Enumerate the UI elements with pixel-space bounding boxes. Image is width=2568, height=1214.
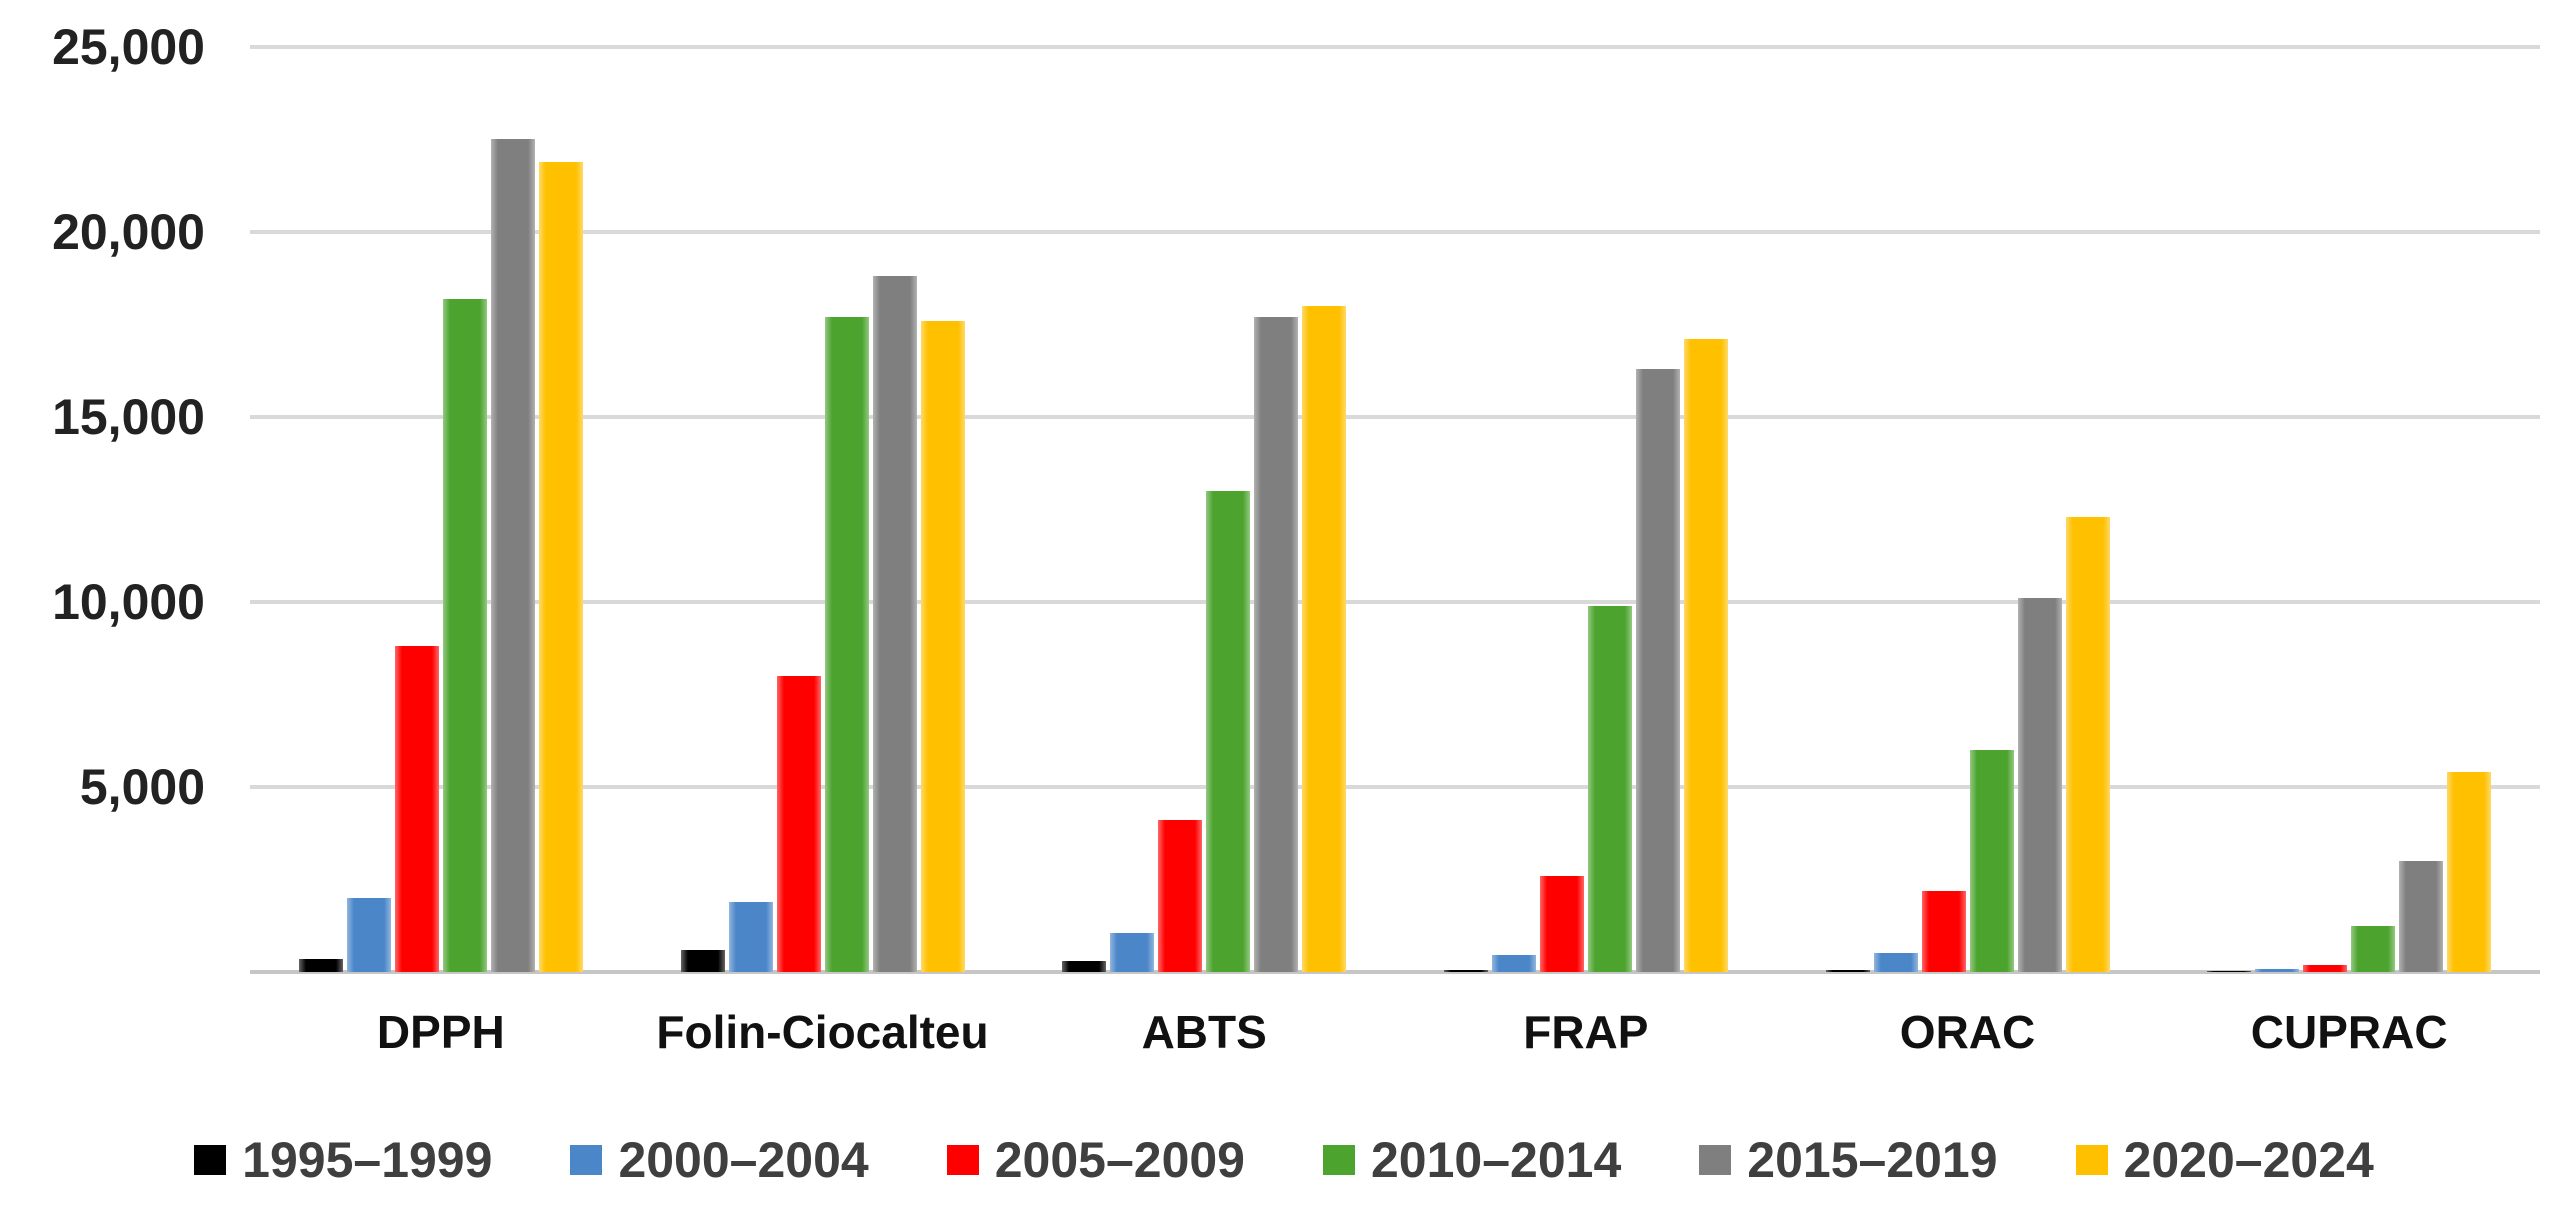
- bar-group-abts: [1013, 47, 1395, 972]
- legend-swatch-2005-2009: [946, 1145, 979, 1175]
- gridline-10000: [250, 600, 2540, 604]
- gridline-5000: [250, 785, 2540, 789]
- bar-frap-2020-2024: [1683, 339, 1728, 972]
- bar-abts-2020-2024: [1302, 306, 1347, 972]
- legend-item-2020-2024: 2020–2024: [2075, 1131, 2374, 1189]
- bar-folin-ciocalteu-2005-2009: [776, 676, 821, 972]
- legend: 1995–1999 2000–2004 2005–2009 2010–2014 2015…: [0, 1118, 2568, 1202]
- y-axis: 5,000 10,000 15,000 20,000 25,000: [0, 19, 205, 1214]
- bar-cuprac-2010-2014: [2351, 926, 2396, 972]
- bar-dpph-2000-2004: [346, 898, 391, 972]
- category-labels: DPPH Folin-Ciocalteu ABTS FRAP ORAC CUPRAC: [250, 1002, 2540, 1062]
- bar-group-cuprac: [2158, 47, 2540, 972]
- bar-frap-1995-1999: [1443, 970, 1488, 972]
- bar-dpph-2020-2024: [538, 162, 583, 972]
- x-axis-line: [250, 970, 2540, 974]
- bar-abts-1995-1999: [1062, 961, 1107, 972]
- gridline-25000: [250, 45, 2540, 49]
- bar-cuprac-2005-2009: [2303, 965, 2348, 972]
- y-tick-label-15000: 15,000: [52, 389, 205, 445]
- bar-group-folin-ciocalteu: [632, 47, 1014, 972]
- x-label-frap: FRAP: [1523, 1006, 1649, 1058]
- bar-group-frap: [1395, 47, 1777, 972]
- legend-label-2010-2014: 2010–2014: [1371, 1132, 1622, 1188]
- legend-item-2005-2009: 2005–2009: [946, 1131, 1245, 1189]
- bar-orac-2010-2014: [1969, 750, 2014, 972]
- x-label-orac: ORAC: [1899, 1006, 2036, 1058]
- legend-label-2015-2019: 2015–2019: [1747, 1132, 1998, 1188]
- legend-label-2020-2024: 2020–2024: [2123, 1132, 2374, 1188]
- bar-abts-2015-2019: [1254, 317, 1299, 972]
- y-tick-label-20000: 20,000: [52, 204, 205, 260]
- legend-item-2010-2014: 2010–2014: [1323, 1131, 1621, 1189]
- legend-swatch-2010-2014: [1323, 1145, 1355, 1175]
- bar-orac-2020-2024: [2065, 517, 2110, 972]
- legend-label-2005-2009: 2005–2009: [994, 1132, 1245, 1188]
- bar-folin-ciocalteu-2020-2024: [920, 321, 965, 972]
- bar-abts-2005-2009: [1158, 820, 1203, 972]
- bar-frap-2000-2004: [1491, 955, 1536, 972]
- legend-swatch-2020-2024: [2075, 1145, 2108, 1175]
- bar-abts-2010-2014: [1206, 491, 1251, 972]
- y-tick-label-5000: 5,000: [79, 759, 205, 815]
- x-label-folin-ciocalteu: Folin-Ciocalteu: [656, 1006, 989, 1058]
- bar-orac-2000-2004: [1873, 953, 1918, 972]
- plot-area: [250, 45, 2540, 974]
- bar-frap-2005-2009: [1539, 876, 1584, 972]
- legend-item-2015-2019: 2015–2019: [1699, 1131, 1998, 1189]
- bar-orac-2015-2019: [2017, 598, 2062, 972]
- bar-dpph-1995-1999: [298, 959, 343, 972]
- gridline-20000: [250, 230, 2540, 234]
- bar-orac-1995-1999: [1825, 970, 1870, 972]
- bar-orac-2005-2009: [1921, 891, 1966, 972]
- bar-group-dpph: [250, 47, 632, 972]
- bar-folin-ciocalteu-2015-2019: [872, 276, 917, 972]
- bar-cuprac-1995-1999: [2207, 971, 2252, 972]
- gridline-15000: [250, 415, 2540, 419]
- bar-abts-2000-2004: [1110, 933, 1155, 972]
- legend-label-2000-2004: 2000–2004: [618, 1132, 869, 1188]
- legend-swatch-2000-2004: [570, 1145, 603, 1175]
- bar-cuprac-2015-2019: [2399, 861, 2444, 972]
- bar-groups: [250, 47, 2540, 972]
- legend-label-1995-1999: 1995–1999: [242, 1132, 493, 1188]
- legend-swatch-1995-1999: [194, 1145, 227, 1175]
- bar-folin-ciocalteu-2010-2014: [824, 317, 869, 972]
- legend-item-1995-1999: 1995–1999: [194, 1131, 492, 1189]
- bar-frap-2015-2019: [1635, 369, 1680, 972]
- bar-cuprac-2020-2024: [2447, 772, 2492, 972]
- bar-folin-ciocalteu-1995-1999: [680, 950, 725, 972]
- x-label-abts: ABTS: [1141, 1006, 1267, 1058]
- x-label-cuprac: CUPRAC: [2250, 1006, 2448, 1058]
- y-tick-label-25000: 25,000: [52, 19, 205, 75]
- bar-cuprac-2000-2004: [2255, 969, 2300, 972]
- legend-swatch-2015-2019: [1699, 1145, 1732, 1175]
- bar-group-orac: [1777, 47, 2159, 972]
- bar-frap-2010-2014: [1587, 606, 1632, 972]
- bar-dpph-2010-2014: [442, 299, 487, 972]
- bar-dpph-2005-2009: [394, 646, 439, 972]
- legend-item-2000-2004: 2000–2004: [570, 1131, 869, 1189]
- x-label-dpph: DPPH: [376, 1006, 505, 1058]
- y-tick-label-10000: 10,000: [52, 574, 205, 630]
- bar-dpph-2015-2019: [490, 139, 535, 972]
- bar-folin-ciocalteu-2000-2004: [728, 902, 773, 972]
